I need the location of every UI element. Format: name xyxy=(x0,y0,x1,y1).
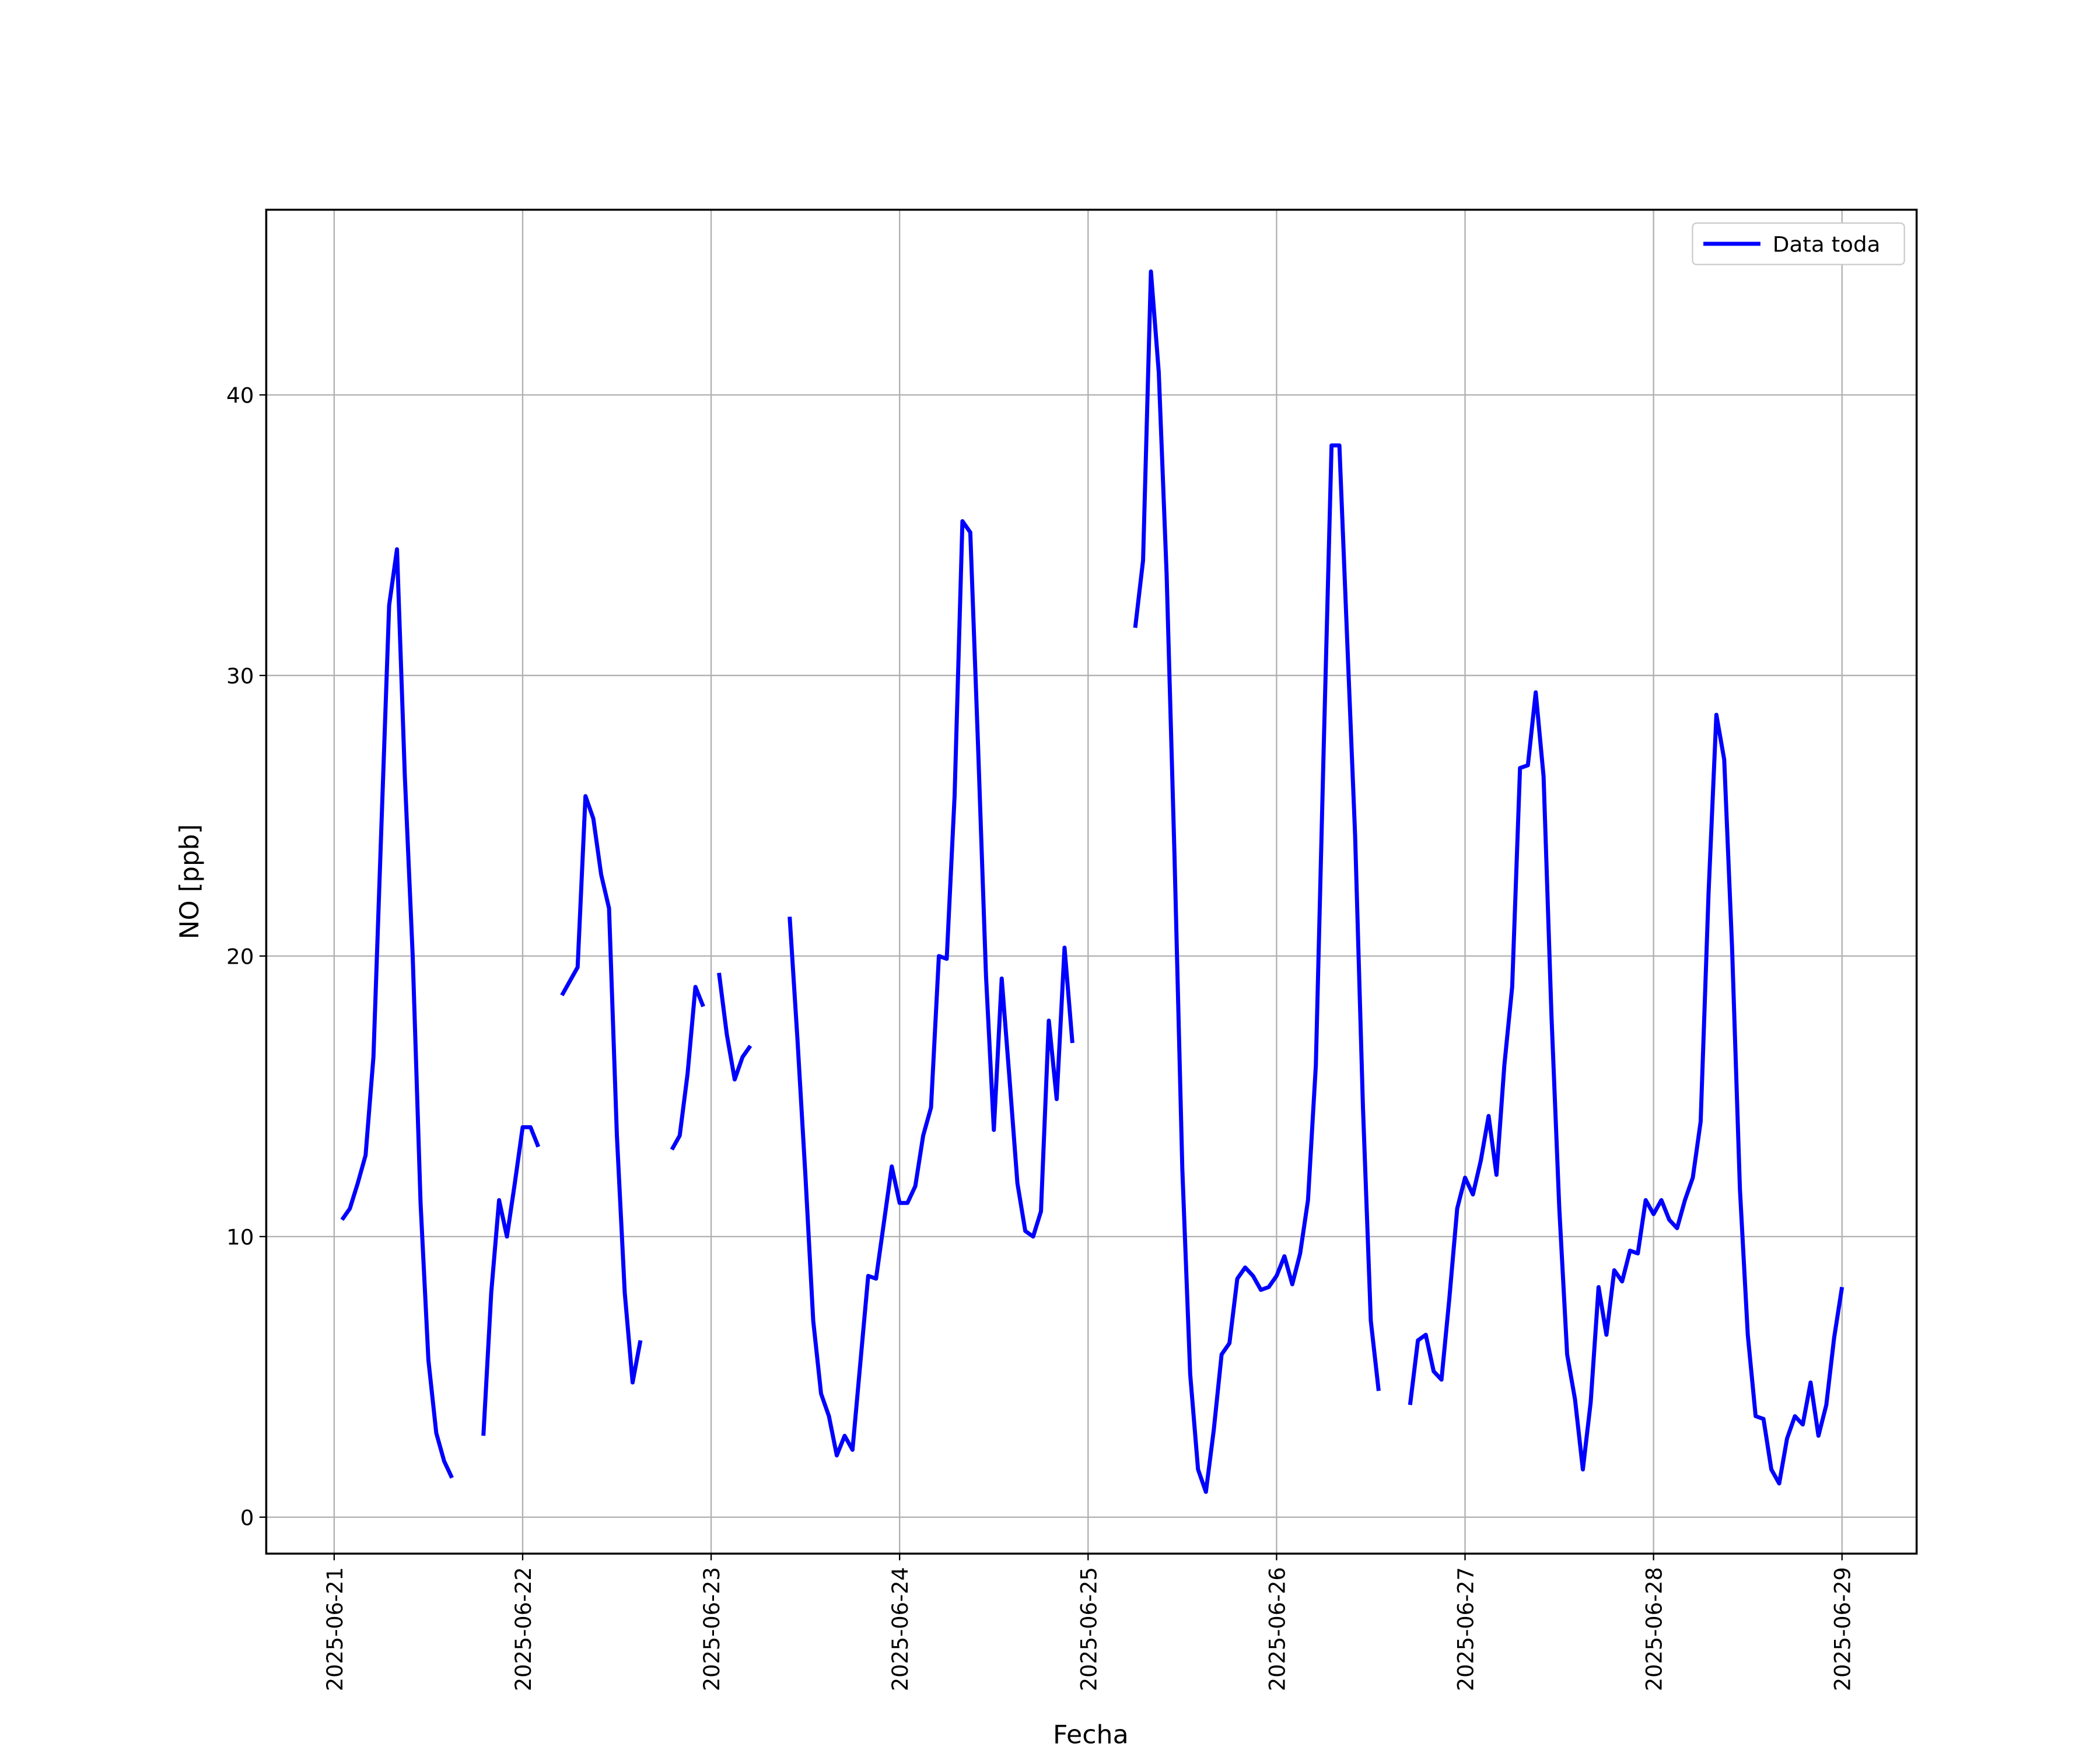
x-tick-label: 2025-06-25 xyxy=(1076,1567,1101,1691)
x-tick-label: 2025-06-23 xyxy=(699,1567,724,1691)
x-tick-label: 2025-06-22 xyxy=(511,1567,536,1691)
x-tick-label: 2025-06-21 xyxy=(323,1567,348,1691)
x-axis-label: Fecha xyxy=(1053,1720,1129,1750)
legend-label: Data toda xyxy=(1773,232,1881,257)
y-tick-label: 30 xyxy=(226,664,254,689)
y-tick-label: 20 xyxy=(226,944,254,970)
x-tick-label: 2025-06-27 xyxy=(1453,1567,1478,1691)
x-tick-label: 2025-06-29 xyxy=(1830,1567,1855,1691)
x-tick-label: 2025-06-26 xyxy=(1265,1567,1290,1691)
x-tick-label: 2025-06-24 xyxy=(888,1567,913,1691)
plot-frame xyxy=(265,208,1918,1555)
y-tick-label: 40 xyxy=(226,383,254,408)
y-axis-label: NO [ppb] xyxy=(175,824,205,939)
legend-box xyxy=(1692,222,1905,265)
y-tick-label: 0 xyxy=(240,1506,254,1531)
y-tick-label: 10 xyxy=(226,1225,254,1250)
x-tick-label: 2025-06-28 xyxy=(1642,1567,1667,1691)
data-line xyxy=(340,269,1845,1494)
